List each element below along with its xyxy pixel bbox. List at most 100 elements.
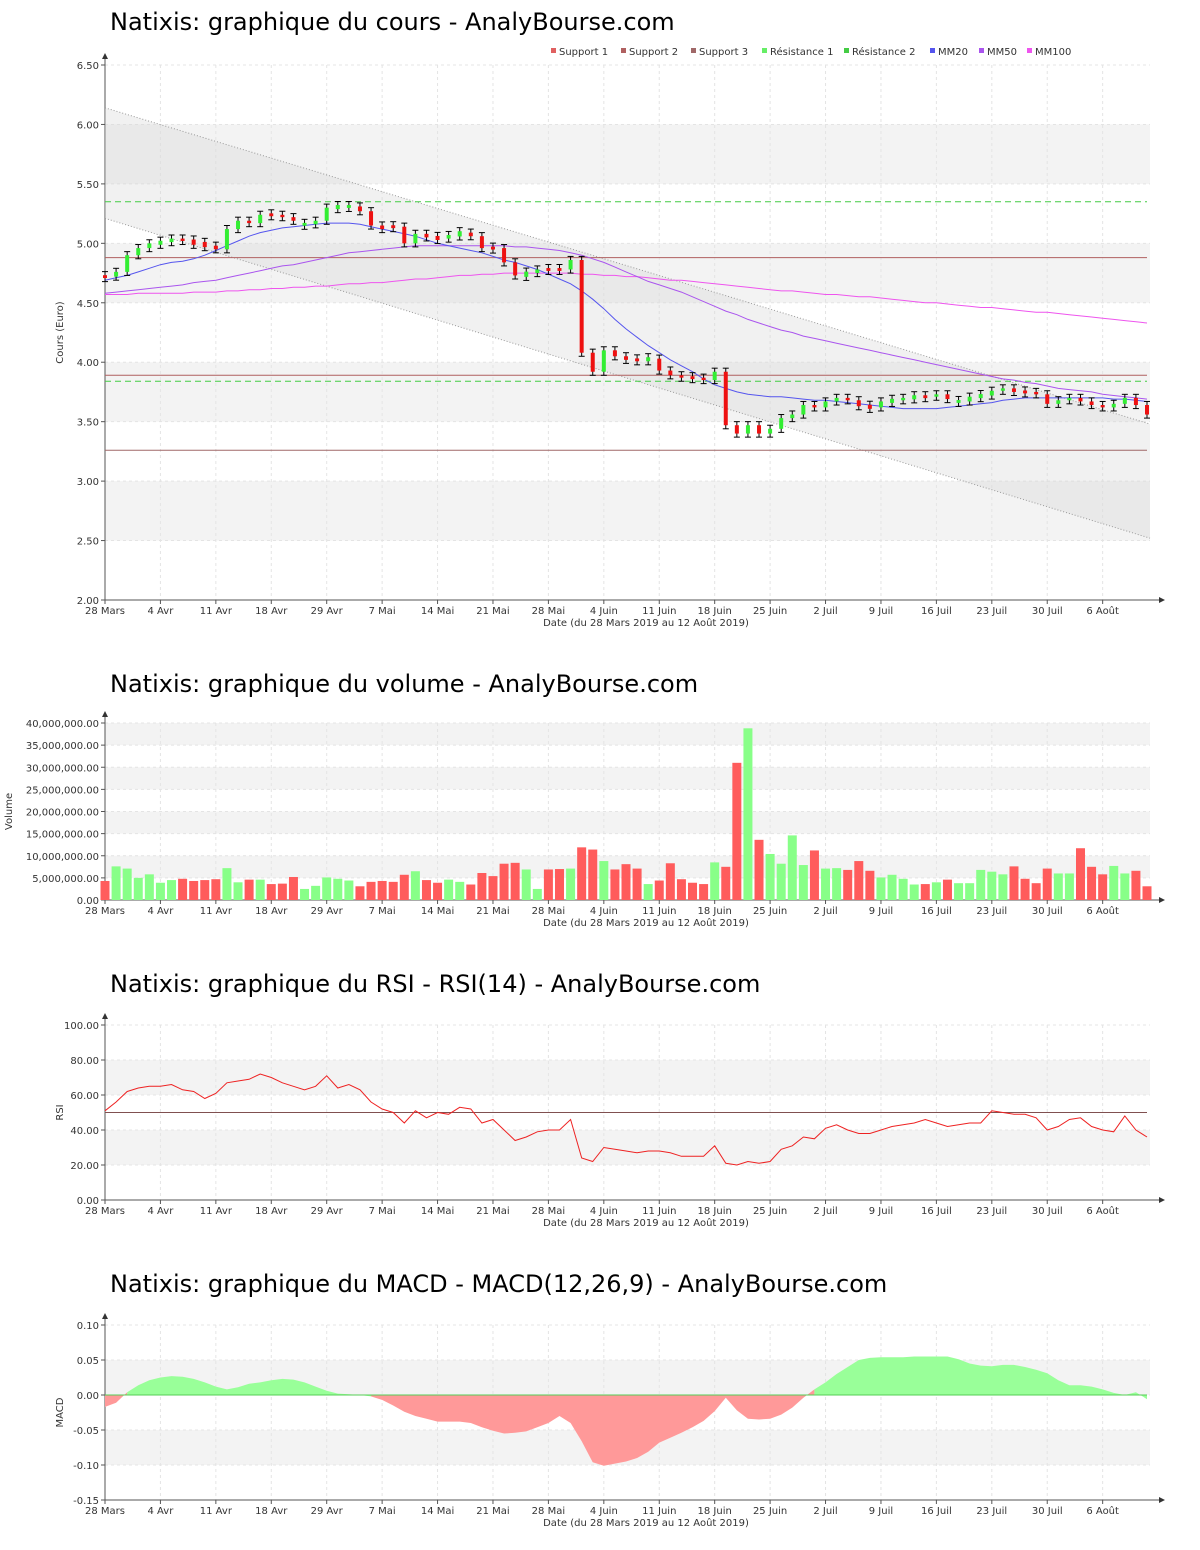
volume-bar (665, 863, 675, 900)
candle (645, 353, 652, 366)
candle (944, 390, 951, 404)
x-tick-label: 6 Août (1086, 1505, 1119, 1517)
candle-body (103, 275, 107, 279)
volume-bar (588, 849, 598, 900)
volume-bar (322, 877, 332, 900)
candle (634, 354, 641, 366)
candle (933, 390, 940, 401)
volume-bar (311, 885, 321, 900)
candle (767, 424, 774, 438)
candle-body (690, 376, 695, 380)
volume-bar (532, 888, 542, 900)
x-tick-label: 25 Juin (753, 906, 787, 917)
candle-body (635, 358, 640, 362)
candle-body (125, 255, 130, 272)
y-tick-label: 10,000,000.00 (26, 852, 99, 863)
candle (368, 207, 375, 230)
y-tick-label: 6.50 (77, 61, 99, 72)
x-tick-label: 29 Avr (311, 906, 344, 917)
candle-body (513, 262, 518, 276)
legend-swatch (1027, 48, 1032, 53)
volume-bar (976, 869, 986, 900)
candle (257, 210, 264, 228)
volume-bar (942, 879, 952, 900)
candle (190, 235, 197, 249)
candle-body (1122, 397, 1127, 404)
x-tick-label: 11 Avr (200, 606, 233, 617)
x-tick-label: 18 Juin (698, 606, 732, 617)
volume-bar (987, 871, 997, 900)
candle-body (280, 214, 285, 218)
candle-body (745, 425, 750, 434)
volume-bar (632, 868, 642, 900)
mm20-line (104, 222, 1148, 410)
candle-body (1045, 394, 1050, 404)
volume-bar (954, 883, 964, 900)
candle (1110, 399, 1117, 412)
candle-body (812, 405, 817, 408)
x-tick-label: 6 Août (1086, 605, 1119, 617)
candle-body (468, 232, 473, 237)
legend-label: Support 3 (699, 47, 748, 58)
volume-bar (809, 850, 819, 900)
candle-body (557, 268, 562, 271)
x-tick-label: 2 Juil (813, 606, 837, 617)
volume-bar (1075, 848, 1085, 900)
candle-body (213, 245, 218, 250)
candle (201, 237, 208, 252)
x-tick-label: 30 Juil (1032, 606, 1063, 617)
volume-bar (920, 884, 930, 900)
candle-body (247, 220, 252, 224)
x-tick-label: 28 Mai (532, 906, 565, 917)
x-axis-arrow (1159, 1497, 1165, 1503)
candle (235, 216, 242, 234)
candle (1099, 400, 1106, 412)
volume-bar (244, 879, 254, 900)
volume-bar (787, 835, 797, 900)
candle-body (1056, 400, 1061, 404)
candle-body (435, 235, 440, 241)
volume-bar (732, 762, 742, 900)
candle-body (1078, 397, 1083, 402)
candle (168, 234, 175, 247)
y-axis-label: Cours (Euro) (55, 301, 66, 364)
candle (334, 200, 341, 214)
legend-label: Support 1 (559, 47, 608, 58)
candle (301, 218, 308, 230)
x-tick-label: 21 Mai (476, 606, 509, 617)
candle-body (867, 404, 872, 409)
x-tick-label: 16 Juil (921, 906, 952, 917)
candle-body (136, 248, 141, 256)
volume-bar (1131, 870, 1141, 900)
y-tick-label: 0.00 (77, 896, 99, 907)
candle-body (535, 269, 540, 274)
candle-body (568, 259, 573, 270)
candle (556, 263, 563, 275)
x-tick-label: 25 Juin (753, 606, 787, 617)
candle (623, 352, 629, 364)
candle (157, 236, 164, 249)
candle (379, 221, 386, 234)
candle-body (1145, 405, 1149, 415)
x-tick-label: 18 Juin (698, 906, 732, 917)
y-tick-label: -0.10 (73, 1461, 99, 1472)
volume-bar (222, 868, 232, 900)
volume-bar (876, 877, 886, 900)
candle-body (224, 229, 229, 250)
volume-bar (865, 870, 875, 900)
y-tick-label: -0.15 (73, 1496, 99, 1507)
x-tick-label: 28 Mars (85, 906, 125, 917)
candle (534, 265, 541, 278)
candle-body (612, 350, 617, 357)
grid-band (105, 362, 1150, 422)
y-tick-label: 100.00 (64, 1021, 99, 1032)
candle-body (757, 425, 762, 434)
y-tick-label: 25,000,000.00 (26, 785, 99, 796)
candle (423, 229, 430, 242)
candle-body (624, 356, 628, 360)
candle (279, 210, 286, 222)
volume-bar (743, 728, 753, 900)
candle (844, 393, 851, 405)
macd-chart-title: Natixis: graphique du MACD - MACD(12,26,… (110, 1270, 888, 1298)
candle-body (369, 211, 374, 226)
